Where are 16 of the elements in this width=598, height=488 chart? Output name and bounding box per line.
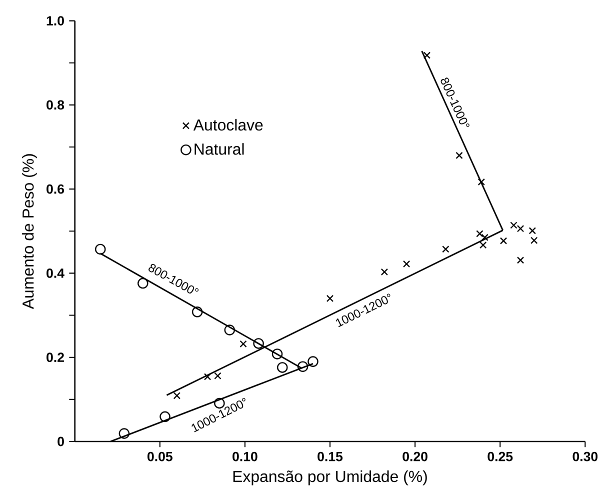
y-tick-label: 1.0: [46, 16, 64, 26]
y-tick-label: 0.8: [46, 100, 64, 110]
y-tick-label: 0.6: [46, 184, 64, 194]
legend-label: Natural: [194, 143, 244, 155]
x-tick-label: 0.25: [488, 452, 513, 462]
legend-label: Autoclave: [193, 118, 263, 131]
y-tick-label: 0.4: [46, 268, 64, 278]
y-tick-label: 0: [58, 436, 64, 446]
x-tick-label: 0.05: [147, 452, 172, 462]
x-axis-title: Expansão por Umidade (%): [233, 470, 427, 486]
x-tick-label: 0.20: [402, 452, 428, 462]
x-tick-label: 0.30: [572, 452, 598, 462]
y-tick-label: 0.2: [46, 352, 64, 362]
y-axis-title: Aumento de Peso (%): [22, 154, 37, 310]
x-tick-label: 0.10: [232, 452, 258, 462]
x-tick-label: 0.15: [318, 452, 343, 462]
